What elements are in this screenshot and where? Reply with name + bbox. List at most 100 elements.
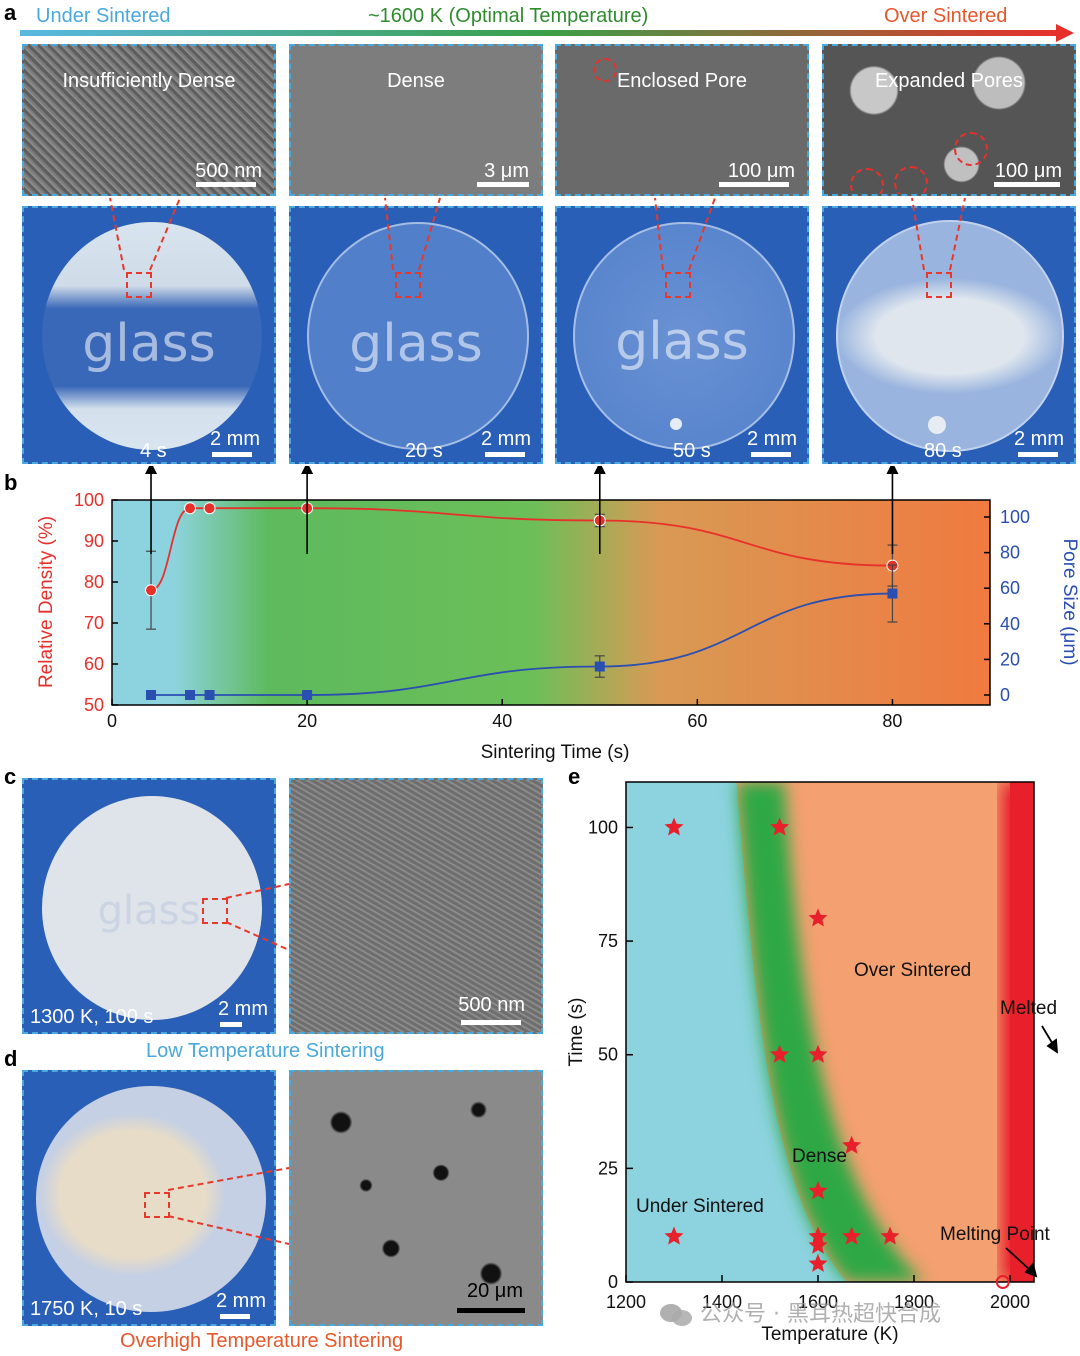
zoom-box [144, 1192, 170, 1218]
chart-b-ytick-left-label: 70 [84, 613, 104, 633]
scale-bar [461, 1020, 521, 1025]
chart-b-point-density [203, 502, 216, 515]
watermark: 公众号 · 黑耳热超快合成 [660, 1296, 941, 1328]
time-label: 50 s [673, 440, 711, 462]
chart-b-xtick-label: 0 [107, 711, 117, 731]
chart-e-xtick-label: 1800 [894, 1292, 934, 1312]
glass-word: glass [615, 312, 749, 372]
header-center-label: ~1600 K (Optimal Temperature) [368, 5, 649, 27]
chart-b-point-pore [302, 690, 313, 700]
time-label: 4 s [140, 440, 167, 462]
bubble [928, 416, 946, 434]
chart-e-ytick-label: 0 [608, 1272, 618, 1292]
chart-e-star-point [808, 908, 828, 927]
photo-scale-bar [485, 452, 525, 457]
header-gradient-arrow [20, 30, 1060, 36]
region-label-melted: Melted [1000, 998, 1057, 1019]
sem-label: Dense [387, 70, 445, 92]
sem-image-insufficiently-dense: Insufficiently Dense 500 nm [22, 44, 276, 196]
bubble [670, 418, 682, 430]
sem-image-enclosed-pore: Enclosed Pore 100 μm [555, 44, 809, 196]
chart-e-xtick-label: 1600 [798, 1292, 838, 1312]
chart-b-ytick-left-label: 50 [84, 695, 104, 715]
pore-circle [894, 166, 928, 194]
scale-text: 20 μm [467, 1280, 523, 1302]
region-label-over: Over Sintered [854, 960, 971, 981]
chart-e-star-point [770, 1044, 790, 1063]
region-label-under: Under Sintered [636, 1196, 764, 1217]
scale-text: 100 μm [727, 160, 795, 182]
photo-scale-text: 2 mm [216, 1290, 266, 1312]
sem-label: Expanded Pores [875, 70, 1023, 92]
panel-letter-a: a [4, 0, 17, 25]
chart-b-xtick-label: 60 [687, 711, 707, 731]
chart-e-region-under [626, 782, 847, 1282]
chart-b: 0 20 40 60 80 50 60 70 80 90 100 0 20 40 60 80 100 Sinte… [36, 466, 1080, 763]
chart-e-ytick-label: 25 [598, 1158, 618, 1178]
chart-e-star-point [808, 1181, 828, 1200]
pore-circle [954, 132, 988, 166]
chart-e-xtick-label: 2000 [990, 1292, 1030, 1312]
zoom-box [202, 898, 228, 924]
chart-b-point-pore [146, 690, 157, 700]
glass-disk [836, 220, 1064, 452]
chart-e-xtick-label: 1200 [606, 1292, 646, 1312]
photo-disk-20s: glass 20 s 2 mm [289, 206, 543, 464]
chart-e-star-point [770, 817, 790, 836]
chart-b-xlabel: Sintering Time (s) [481, 742, 630, 763]
zoom-connectors-d [167, 1167, 290, 1245]
arrow-head [1056, 24, 1074, 42]
panel-letter-e: e [568, 764, 581, 789]
chart-b-ytick-right-label: 0 [1000, 685, 1010, 705]
chart-b-ytick-left-label: 60 [84, 654, 104, 674]
pore-circle [593, 58, 617, 82]
glass-disk [42, 796, 262, 1020]
chart-e: 1200 1400 1600 1800 2000 0 25 50 75 100 Temperatu… [566, 781, 1059, 1345]
photo-disk-1300k: glass 1300 K, 100 s 2 mm [22, 778, 276, 1034]
glass-word: glass [349, 314, 483, 374]
zoom-box [665, 272, 691, 298]
chart-b-ytick-right-label: 80 [1000, 543, 1020, 563]
scale-bar [994, 182, 1060, 187]
chart-e-xlabel: Temperature (K) [761, 1324, 898, 1345]
chart-b-ytick-right-label: 100 [1000, 507, 1030, 527]
photo-disk-50s: glass 50 s 2 mm [555, 206, 809, 464]
chart-b-ytick-right-label: 20 [1000, 649, 1020, 669]
chart-e-star-point [808, 1235, 828, 1254]
photo-scale-bar [220, 1314, 250, 1319]
scale-bar [477, 182, 529, 187]
panel-d-title: Overhigh Temperature Sintering [120, 1330, 404, 1352]
chart-e-star-point [842, 1226, 862, 1245]
chart-e-star-point [664, 817, 684, 836]
chart-e-ytick-label: 75 [598, 931, 618, 951]
photo-caption: 1300 K, 100 s [30, 1006, 154, 1028]
wechat-icon [660, 1302, 694, 1328]
sem-image-expanded-pores: Expanded Pores 100 μm [822, 44, 1076, 196]
panel-letter-c: c [4, 764, 17, 789]
sem-image-1300k: 500 nm [289, 778, 543, 1034]
chart-e-star-point [664, 1226, 684, 1245]
glass-disk [573, 222, 795, 450]
sem-label: Insufficiently Dense [62, 70, 236, 92]
glass-disk [42, 222, 262, 450]
scale-bar [457, 1308, 525, 1313]
chart-b-link-arrowhead [145, 466, 158, 474]
scale-text: 500 nm [195, 160, 262, 182]
photo-disk-4s: glass 4 s 2 mm [22, 206, 276, 464]
scale-text: 3 μm [484, 160, 529, 182]
panel-letter-b: b [4, 470, 18, 495]
header-left-label: Under Sintered [36, 5, 171, 27]
sem-label: Enclosed Pore [616, 70, 748, 92]
glass-disk [36, 1086, 266, 1312]
panel-letter-d: d [4, 1046, 18, 1071]
photo-disk-1750k: 1750 K, 10 s 2 mm [22, 1070, 276, 1326]
chart-b-ytick-left-label: 80 [84, 572, 104, 592]
scale-text: 100 μm [994, 160, 1062, 182]
glass-word: glass [82, 314, 216, 374]
chart-b-background [111, 499, 991, 706]
chart-b-ytick-left-label: 100 [74, 490, 104, 510]
zoom-connectors-c [225, 883, 290, 951]
chart-e-melting-point [995, 1275, 1010, 1289]
time-label: 80 s [924, 440, 962, 462]
scale-bar [196, 182, 256, 187]
